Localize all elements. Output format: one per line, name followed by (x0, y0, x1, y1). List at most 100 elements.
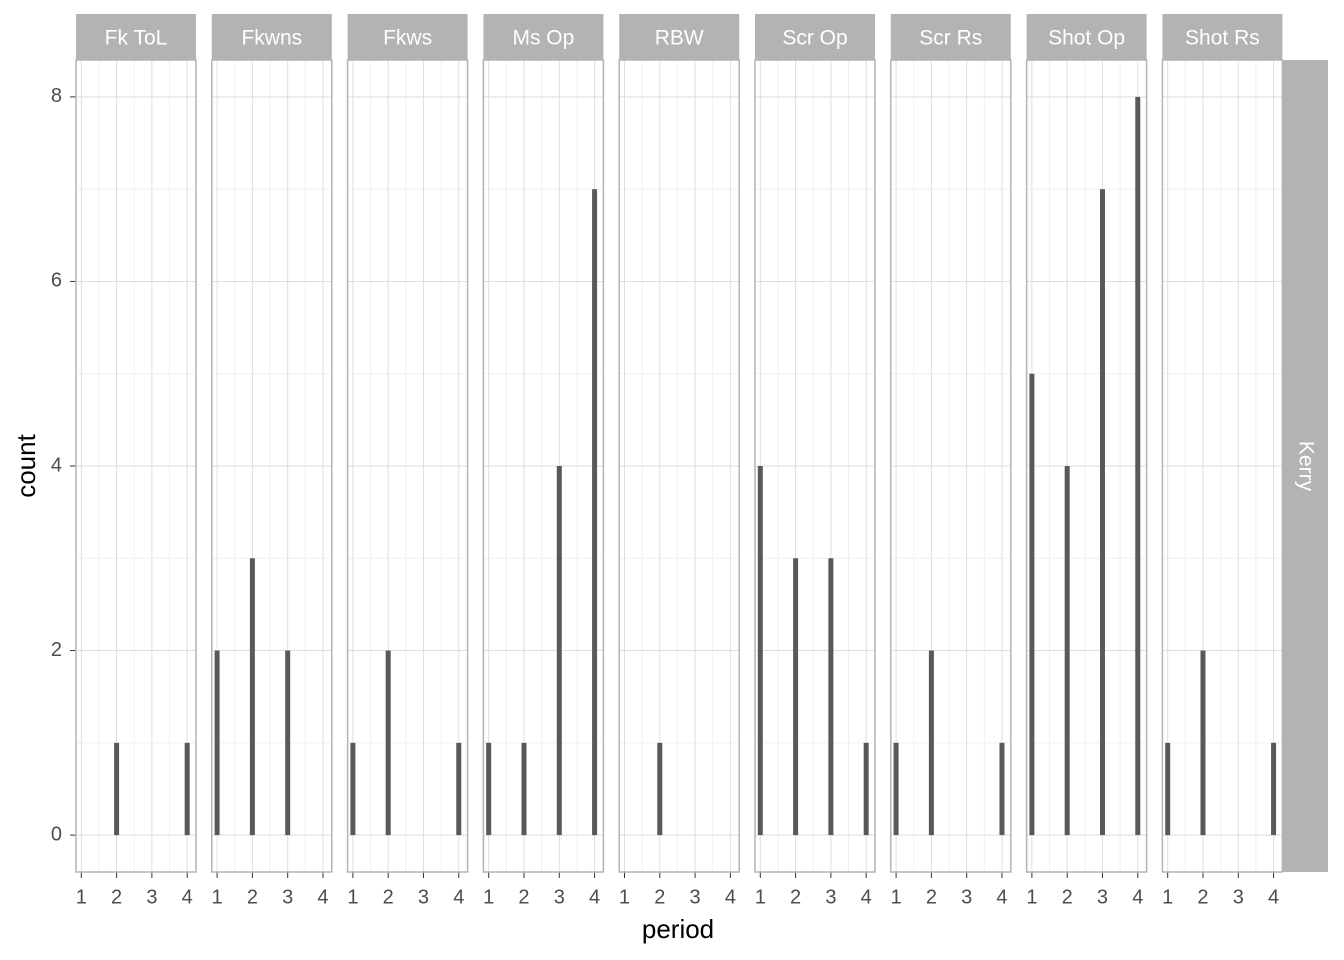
row-strip (1283, 60, 1328, 872)
x-tick-label: 2 (111, 886, 122, 908)
panel-border (211, 59, 333, 873)
x-tick-label: 3 (825, 886, 836, 908)
panel-border (890, 59, 1012, 873)
bar (1099, 189, 1105, 836)
x-tick-label: 2 (654, 886, 665, 908)
x-tick-label: 3 (146, 886, 157, 908)
x-tick-label: 2 (1062, 886, 1073, 908)
panel-border (1161, 59, 1284, 873)
x-axis-label: period (642, 914, 714, 944)
x-tick-label: 1 (483, 886, 494, 908)
strip-label: Fkwns (241, 27, 302, 50)
x-tick-label: 3 (1097, 886, 1108, 908)
bar (1135, 96, 1141, 836)
bar (486, 742, 492, 836)
strip (890, 14, 1011, 60)
y-tick-label: 8 (51, 85, 62, 107)
bar (556, 466, 562, 836)
panel-border (1025, 59, 1148, 873)
x-tick-label: 4 (182, 886, 193, 908)
bar (184, 742, 190, 836)
bar (249, 558, 255, 836)
x-tick-label: 4 (1132, 886, 1143, 908)
strip-label: Scr Op (782, 27, 847, 50)
x-tick-label: 4 (861, 886, 872, 908)
x-tick-label: 2 (926, 886, 937, 908)
bar (928, 650, 934, 836)
x-tick-label: 4 (996, 886, 1007, 908)
x-tick-label: 3 (418, 886, 429, 908)
bar (757, 466, 763, 836)
bar (999, 742, 1005, 836)
bar (1064, 466, 1070, 836)
panel-border (75, 59, 197, 873)
bar (1029, 373, 1035, 836)
x-tick-label: 1 (1026, 886, 1037, 908)
x-tick-label: 4 (589, 886, 600, 908)
y-tick-label: 0 (51, 823, 62, 845)
x-tick-label: 2 (790, 886, 801, 908)
panel-border (346, 59, 469, 873)
strip-label: Shot Op (1048, 27, 1125, 50)
x-tick-label: 3 (690, 886, 701, 908)
bar (521, 742, 527, 836)
bar (1200, 650, 1206, 836)
bar (893, 742, 899, 836)
y-tick-label: 6 (51, 270, 62, 292)
x-tick-label: 4 (317, 886, 328, 908)
row-strip-label: Kerry (1294, 441, 1317, 492)
bar (1165, 742, 1171, 836)
x-tick-label: 1 (755, 886, 766, 908)
strip-label: Fkws (383, 27, 432, 50)
bar (863, 742, 869, 836)
panel-border (618, 59, 740, 873)
x-tick-label: 1 (212, 886, 223, 908)
bar (385, 650, 391, 836)
panel-border (754, 59, 876, 873)
bar (285, 650, 291, 836)
bar (657, 742, 663, 836)
bar (350, 742, 356, 836)
strip-label: Fk ToL (105, 27, 168, 50)
x-tick-label: 1 (347, 886, 358, 908)
strip (619, 14, 740, 60)
x-tick-label: 4 (453, 886, 464, 908)
strip (483, 14, 604, 60)
x-tick-label: 1 (619, 886, 630, 908)
x-tick-label: 2 (247, 886, 258, 908)
x-tick-label: 3 (961, 886, 972, 908)
x-tick-label: 1 (1162, 886, 1173, 908)
x-tick-label: 4 (725, 886, 736, 908)
y-axis-label: count (11, 433, 41, 497)
strip-label: Shot Rs (1185, 27, 1260, 50)
x-tick-label: 3 (554, 886, 565, 908)
panel-border (482, 59, 605, 873)
x-tick-label: 1 (891, 886, 902, 908)
bar (828, 558, 834, 836)
bar (793, 558, 799, 836)
x-tick-label: 2 (1197, 886, 1208, 908)
y-tick-label: 2 (51, 639, 62, 661)
strip-label: Scr Rs (919, 27, 982, 50)
x-tick-label: 2 (383, 886, 394, 908)
strip (211, 14, 332, 60)
bar (592, 189, 598, 836)
strip-label: RBW (655, 27, 704, 50)
strip-label: Ms Op (512, 27, 574, 50)
bar (456, 742, 462, 836)
strip (755, 14, 875, 60)
strip (1026, 14, 1147, 60)
bar (1271, 742, 1277, 836)
x-tick-label: 4 (1268, 886, 1279, 908)
strip (347, 14, 468, 60)
strip (76, 14, 196, 60)
bar (214, 650, 220, 836)
x-tick-label: 3 (1233, 886, 1244, 908)
x-tick-label: 1 (76, 886, 87, 908)
x-tick-label: 2 (518, 886, 529, 908)
strip (1162, 14, 1283, 60)
bar (114, 742, 120, 836)
y-tick-label: 4 (51, 454, 62, 476)
x-tick-label: 3 (282, 886, 293, 908)
